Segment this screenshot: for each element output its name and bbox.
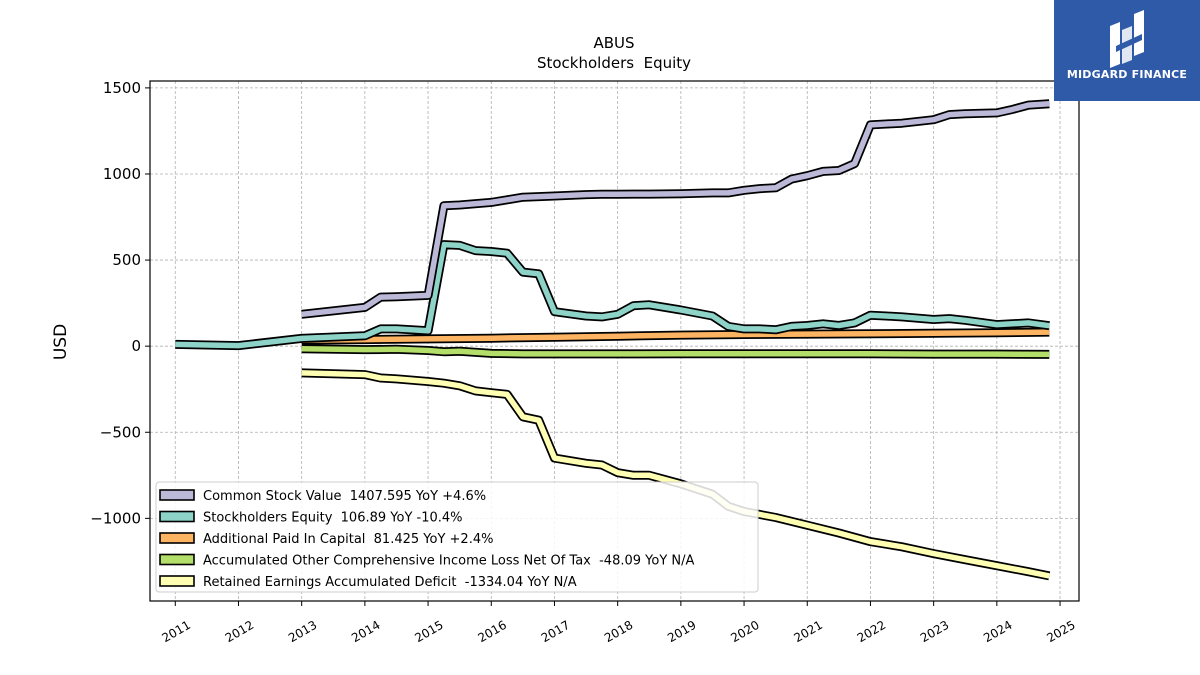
x-tick-label: 2022: [855, 618, 888, 645]
series-line: [301, 329, 1050, 343]
x-tick-label: 2023: [918, 618, 951, 645]
legend: Common Stock Value 1407.595 YoY +4.6% Sto…: [155, 481, 759, 593]
y-tick-label: 500: [112, 251, 141, 269]
legend-label: Accumulated Other Comprehensive Income L…: [203, 554, 694, 569]
x-tick-label: 2013: [286, 618, 319, 645]
legend-swatch: [159, 489, 195, 501]
legend-frame: [155, 481, 759, 593]
y-axis-label: USD: [51, 324, 71, 360]
series-outline: [301, 99, 1050, 319]
midgard-logo-icon: [1110, 10, 1144, 68]
x-tick-label: 2025: [1044, 618, 1077, 645]
legend-swatch: [159, 532, 195, 544]
y-tick-label: 0: [131, 337, 141, 355]
y-tick-label: −500: [100, 423, 141, 441]
series-lines: [175, 99, 1051, 581]
x-tick-label: 2015: [412, 618, 445, 645]
y-tick-label: 1000: [103, 165, 141, 183]
legend-swatch: [159, 575, 195, 587]
x-tick-label: 2014: [349, 618, 382, 645]
x-tick-label: 2016: [476, 618, 509, 645]
x-tick-label: 2017: [539, 618, 572, 645]
x-tick-label: 2020: [728, 618, 761, 645]
x-tick-label: 2018: [602, 618, 635, 645]
legend-label: Additional Paid In Capital 81.425 YoY +2…: [203, 532, 493, 547]
legend-label: Retained Earnings Accumulated Deficit -1…: [203, 575, 577, 590]
legend-swatch: [159, 553, 195, 566]
plot-frame: [149, 80, 1080, 602]
brand-name: MIDGARD FINANCE: [1066, 68, 1188, 81]
legend-label: Common Stock Value 1407.595 YoY +4.6%: [203, 489, 486, 504]
series-line: [301, 370, 1050, 579]
chart-subtitle: Stockholders Equity: [537, 54, 691, 72]
series-line: [301, 345, 1050, 358]
chart-title: ABUS: [593, 34, 634, 52]
series-line: [175, 241, 1050, 349]
y-tick-label: 1500: [103, 79, 141, 97]
legend-swatch: [159, 510, 195, 523]
legend-label: Stockholders Equity 106.89 YoY -10.4%: [203, 511, 463, 526]
x-tick-label: 2019: [665, 618, 698, 645]
x-tick-label: 2011: [160, 618, 193, 645]
y-tick-label: −1000: [90, 509, 141, 527]
brand-logo: MIDGARD FINANCE: [1054, 0, 1200, 101]
series-line: [301, 101, 1050, 318]
x-tick-label: 2021: [792, 618, 825, 645]
x-tick-label: 2012: [223, 618, 256, 645]
x-tick-label: 2024: [981, 618, 1014, 645]
